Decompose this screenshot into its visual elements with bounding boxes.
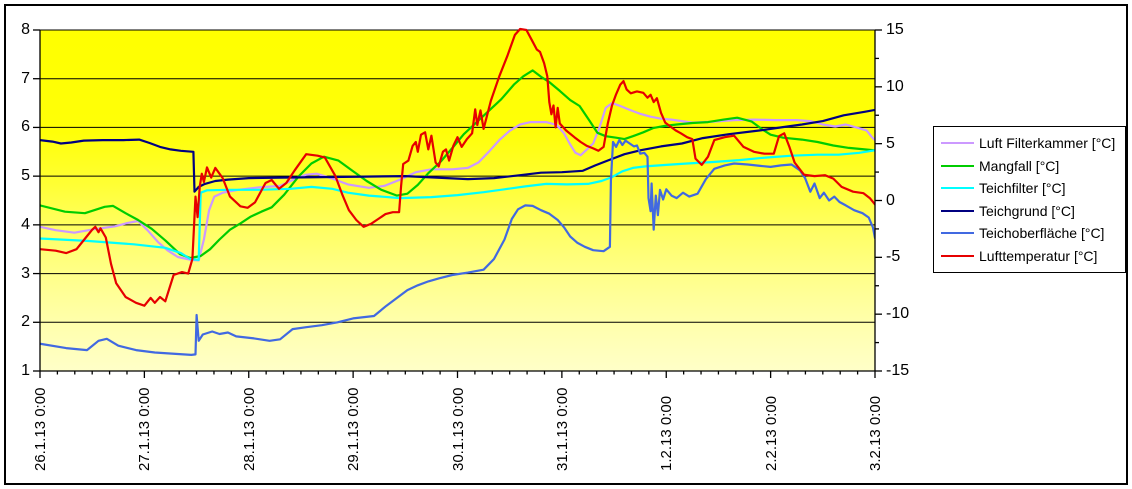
legend-swatch-teichfilter	[941, 187, 974, 190]
plot-background	[40, 30, 875, 371]
legend: Luft Filterkammer [°C] Mangfall [°C] Teich…	[933, 126, 1126, 273]
series-line-teichoberflaeche	[40, 139, 875, 356]
legend-item-teichfilter: Teichfilter [°C]	[941, 177, 1125, 199]
y-right-tick-label: 0	[886, 191, 895, 209]
y-left-tick-label: 7	[21, 69, 30, 87]
x-tick-label: 29.1.13 0:00	[345, 387, 363, 471]
y-right-tick-label: 5	[886, 134, 895, 152]
legend-item-teichgrund: Teichgrund [°C]	[941, 200, 1125, 222]
x-tick-label: 3.2.13 0:00	[867, 395, 884, 471]
y-left-tick-label: 1	[21, 362, 30, 379]
x-tick-label: 30.1.13 0:00	[449, 387, 467, 471]
legend-label: Teichgrund [°C]	[979, 202, 1075, 219]
y-left-tick-label: 8	[21, 21, 30, 38]
legend-item-lufttemperatur: Lufttemperatur [°C]	[941, 245, 1125, 267]
y-left-tick-label: 4	[21, 215, 30, 233]
y-left-tick-label: 5	[21, 167, 30, 185]
y-right-tick-label: -5	[886, 248, 901, 266]
series-lines	[40, 27, 875, 356]
x-tick-label: 2.2.13 0:00	[762, 395, 780, 471]
y-left-tick-label: 3	[21, 264, 30, 282]
y-right-tick-label: 10	[886, 77, 904, 95]
legend-item-luft-filterkammer: Luft Filterkammer [°C]	[941, 132, 1125, 154]
series-line-teichgrund	[40, 108, 875, 193]
axes	[33, 29, 882, 378]
legend-swatch-teichgrund	[941, 209, 974, 212]
legend-label: Lufttemperatur [°C]	[979, 247, 1098, 264]
legend-swatch-luft-filterkammer	[941, 142, 974, 145]
y-right-tick-label: -10	[886, 305, 910, 323]
legend-label: Mangfall [°C]	[979, 157, 1060, 174]
x-tick-label: 27.1.13 0:00	[136, 387, 154, 471]
y-left-tick-label: 2	[21, 313, 30, 331]
legend-label: Teichoberfläche [°C]	[979, 225, 1105, 242]
y-right-tick-label: -15	[886, 362, 910, 379]
y-right-tick-label: 15	[886, 21, 904, 38]
legend-swatch-lufttemperatur	[941, 254, 974, 257]
x-tick-label: 28.1.13 0:00	[240, 387, 258, 471]
series-line-lufttemperatur	[40, 27, 875, 307]
legend-label: Luft Filterkammer [°C]	[979, 135, 1116, 152]
legend-swatch-mangfall	[941, 164, 974, 167]
x-tick-label: 26.1.13 0:00	[32, 387, 49, 471]
legend-item-teichoberflaeche: Teichoberfläche [°C]	[941, 222, 1125, 244]
series-line-teichfilter	[40, 149, 875, 261]
x-tick-label: 1.2.13 0:00	[658, 395, 676, 471]
legend-item-mangfall: Mangfall [°C]	[941, 155, 1125, 177]
legend-label: Teichfilter [°C]	[979, 180, 1066, 197]
legend-swatch-teichoberflaeche	[941, 232, 974, 235]
x-tick-label: 31.1.13 0:00	[553, 387, 571, 471]
y-left-tick-label: 6	[21, 118, 30, 136]
